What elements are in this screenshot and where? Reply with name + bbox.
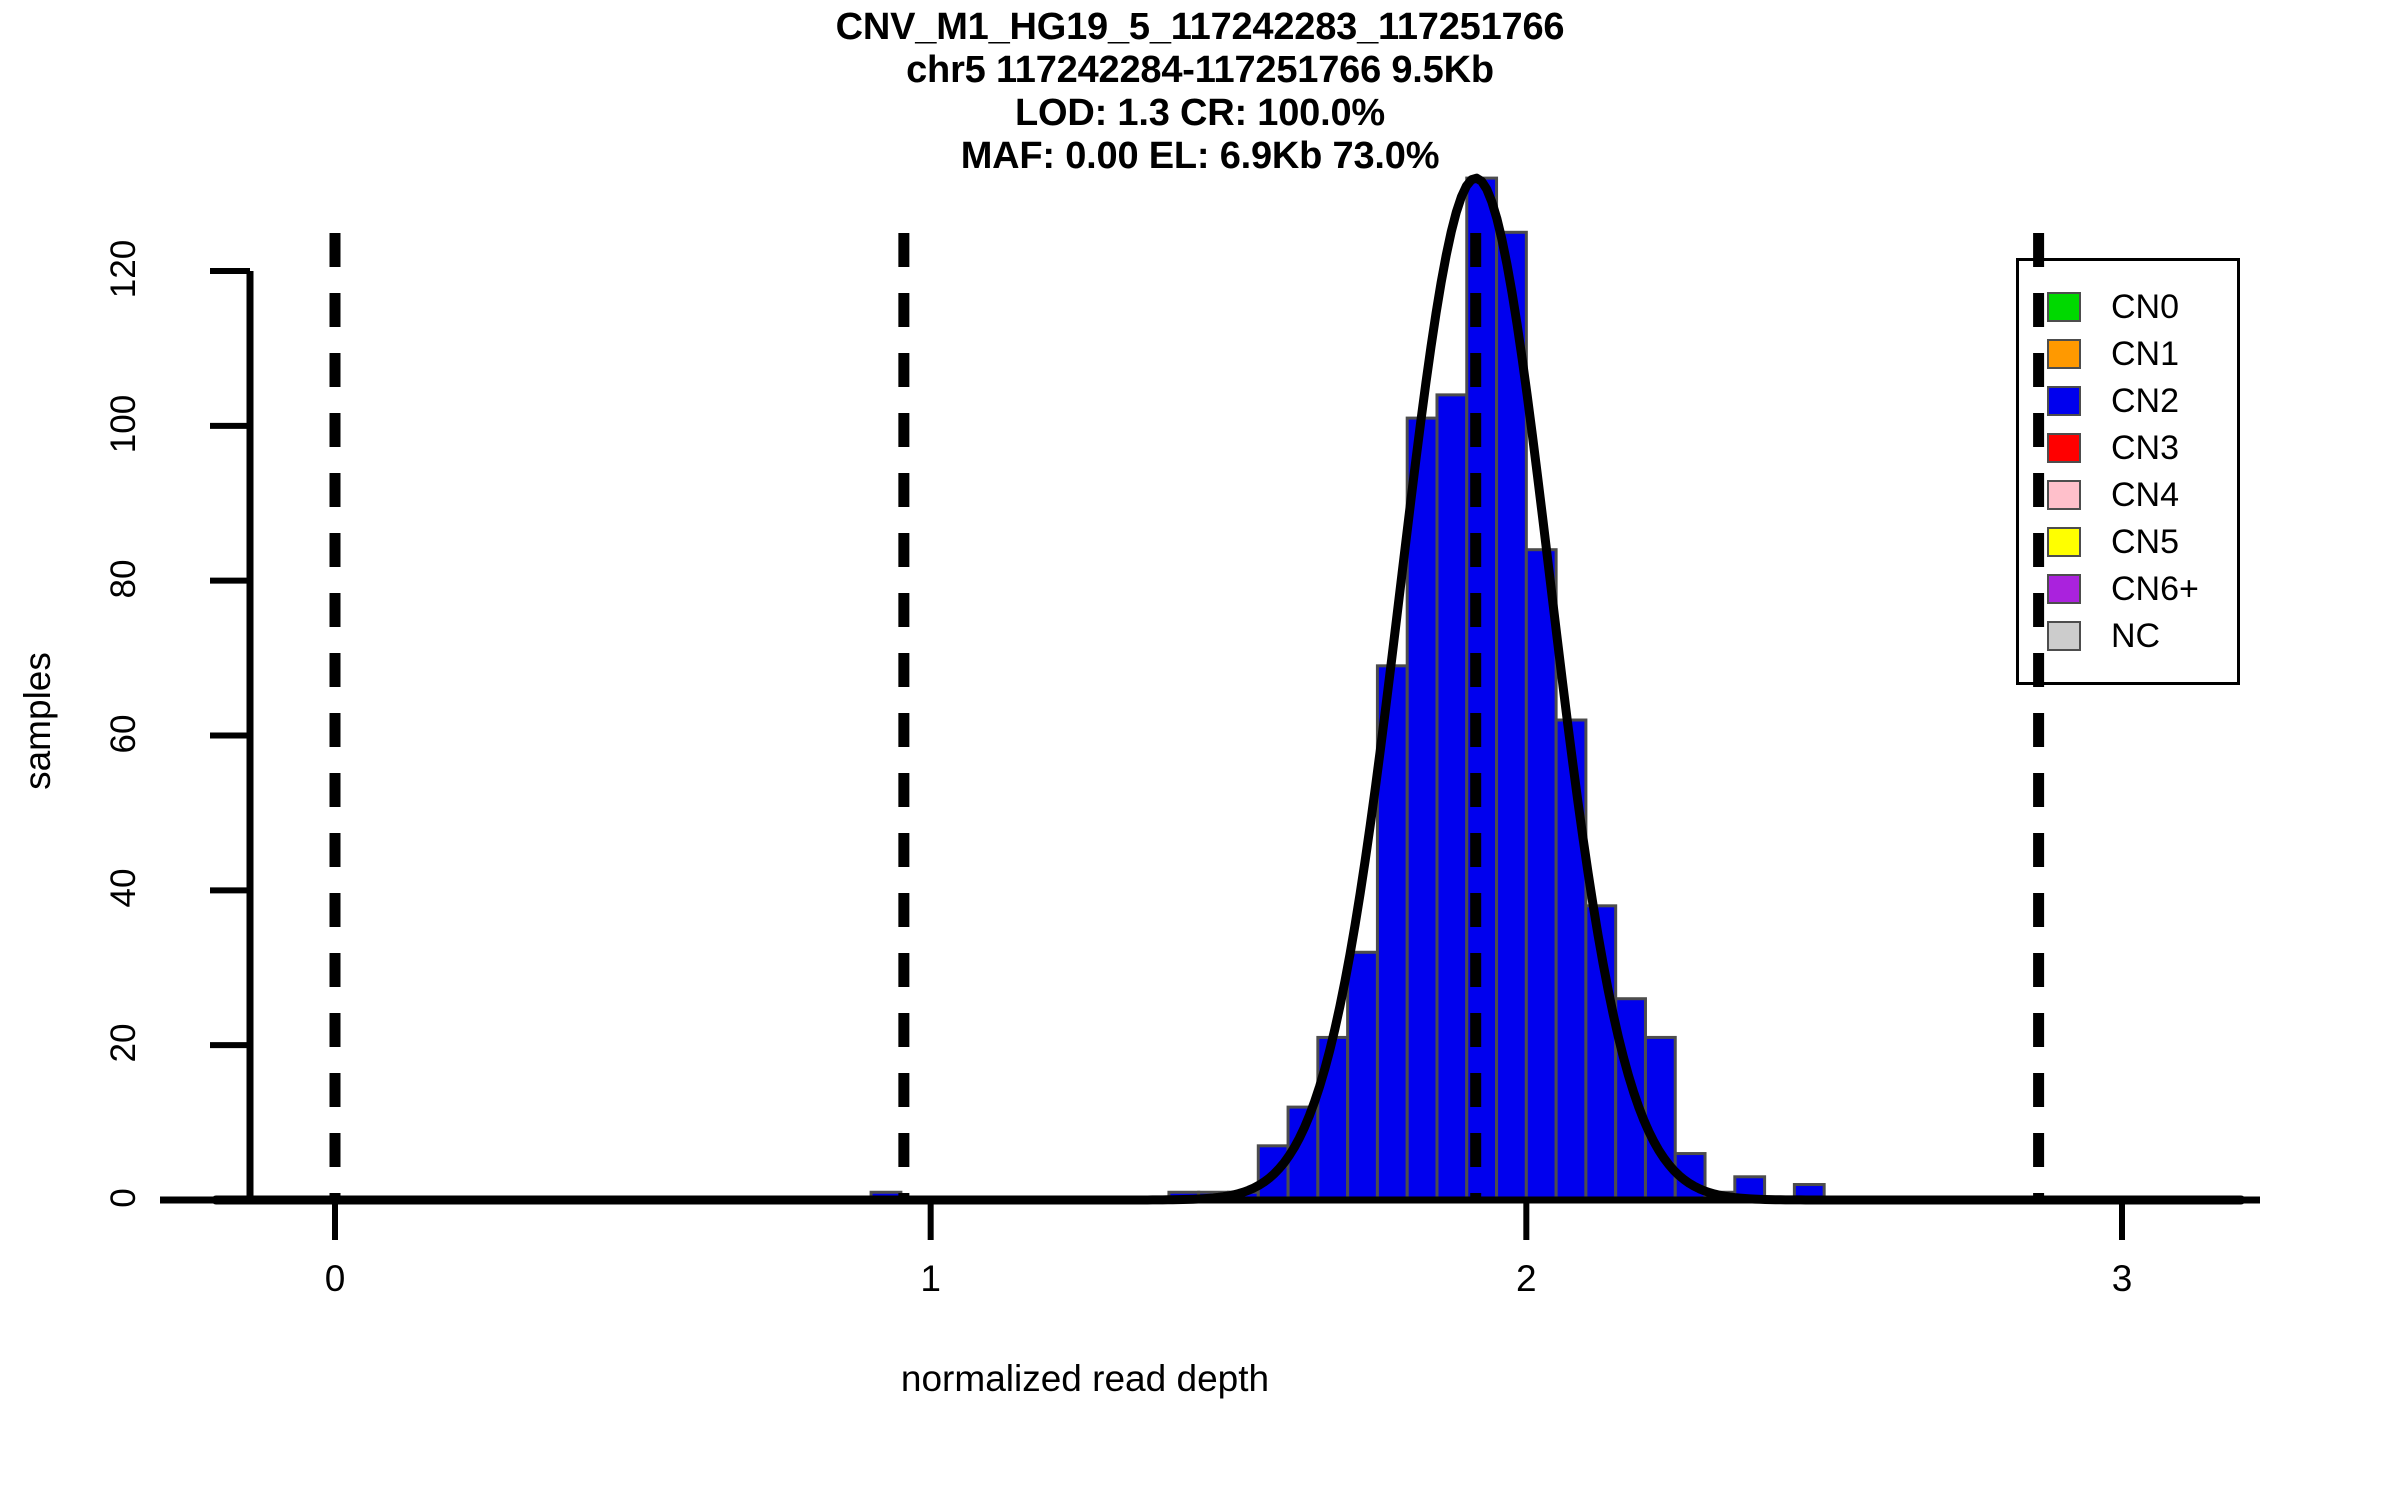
copy-number-legend: CN0 CN1 CN2 CN3 CN4 CN5 CN6+ NC (2016, 258, 2240, 685)
x-axis-tick-label: 1 (920, 1258, 941, 1299)
title-line-2: chr5 117242284-117251766 9.5Kb (906, 49, 1494, 91)
density-curve (211, 173, 2246, 1205)
legend-label: CN5 (2111, 522, 2180, 561)
y-axis-label: samples (17, 652, 58, 790)
legend-swatch-icon (2047, 292, 2081, 322)
legend-swatch-icon (2047, 433, 2081, 463)
legend-swatch-icon (2047, 527, 2081, 557)
x-axis-label: normalized read depth (900, 1358, 1270, 1399)
histogram-bar (1405, 416, 1439, 1202)
legend-item-cn5[interactable]: CN5 (2047, 520, 2179, 564)
legend-swatch-icon (2047, 339, 2081, 369)
legend-item-cn1[interactable]: CN1 (2047, 332, 2179, 376)
legend-item-cn4[interactable]: CN4 (2047, 473, 2179, 517)
title-line-1: CNV_M1_HG19_5_117242283_117251766 (835, 6, 1565, 48)
chart-title: CNV_M1_HG19_5_117242283_117251766 chr5 1… (0, 6, 2400, 178)
legend-item-cn2[interactable]: CN2 (2047, 379, 2179, 423)
histogram-bar (1554, 718, 1588, 1202)
legend-item-cn0[interactable]: CN0 (2047, 285, 2179, 329)
legend-label: CN2 (2111, 381, 2180, 420)
y-axis-tick-label: 0 (104, 1188, 143, 1208)
y-axis-tick-label: 100 (104, 394, 143, 454)
y-axis-tick-label: 120 (104, 239, 143, 299)
copy-number-threshold-lines (329, 233, 2045, 1200)
title-line-3: LOD: 1.3 CR: 100.0% (1015, 92, 1385, 134)
legend-label: NC (2111, 616, 2161, 655)
legend-label: CN0 (2111, 287, 2180, 326)
legend-item-nc[interactable]: NC (2047, 614, 2160, 658)
x-axis-tick-label: 2 (1516, 1258, 1537, 1299)
x-axis-tick-label: 0 (324, 1258, 346, 1299)
legend-label: CN6+ (2111, 569, 2199, 608)
legend-swatch-icon (2047, 574, 2081, 604)
plot-axes (160, 268, 2260, 1240)
legend-label: CN3 (2111, 428, 2180, 467)
legend-item-cn3[interactable]: CN3 (2047, 426, 2179, 470)
histogram-bars (869, 176, 1826, 1202)
legend-swatch-icon (2047, 386, 2081, 416)
title-line-4: MAF: 0.00 EL: 6.9Kb 73.0% (960, 135, 1440, 177)
legend-swatch-icon (2047, 621, 2081, 651)
histogram-bar (1346, 950, 1379, 1202)
y-axis-tick-label: 60 (104, 714, 143, 753)
legend-item-cn6plus[interactable]: CN6+ (2047, 567, 2199, 611)
x-axis-tick-label: 3 (2111, 1258, 2133, 1299)
histogram-bar (1643, 1035, 1677, 1202)
legend-swatch-icon (2047, 480, 2081, 510)
legend-label: CN1 (2111, 334, 2180, 373)
y-axis-tick-label: 40 (104, 868, 143, 908)
y-axis-tick-label: 80 (104, 559, 143, 599)
histogram-bar (1435, 393, 1469, 1202)
histogram-bar (1524, 548, 1558, 1202)
legend-label: CN4 (2111, 475, 2180, 514)
normal-fit-curve (211, 173, 2246, 1205)
y-axis-tick-label: 20 (104, 1023, 143, 1063)
